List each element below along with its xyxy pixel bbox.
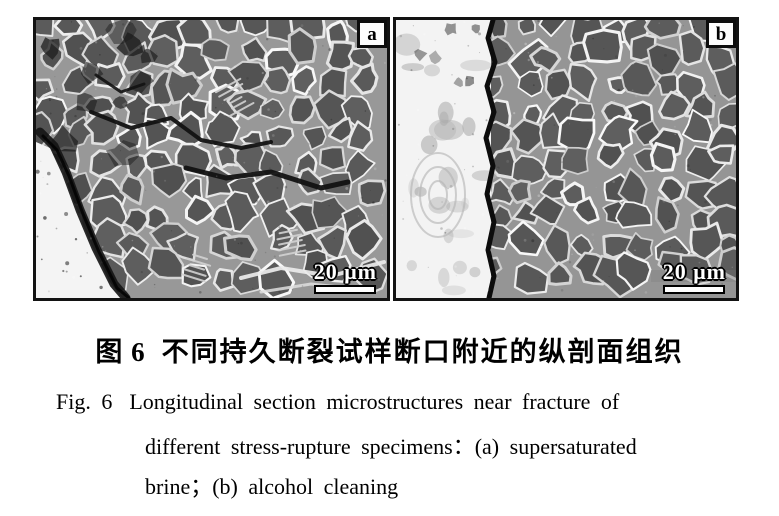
micrograph-b-image (396, 20, 736, 298)
caption-english-line-2: different stress-rupture specimens：(a) s… (145, 434, 637, 459)
caption-en-text-1: Longitudinal section microstructures nea… (129, 389, 620, 414)
micrograph-a-image (36, 20, 387, 298)
panel-b-scale-bar: 20 μm (663, 261, 726, 294)
scale-bar-line (314, 285, 377, 294)
scale-bar-text: 20 μm (313, 259, 377, 284)
figure-number-zh: 图 6 (95, 337, 146, 367)
panel-a-scale-bar: 20 μm (314, 261, 377, 294)
scale-bar-line (663, 285, 726, 294)
figure-number-en: Fig. 6 (56, 389, 113, 414)
panel-a-corner-label: a (357, 20, 387, 48)
panel-b-corner-label: b (706, 20, 736, 48)
caption-english-line-1: Fig. 6 Longitudinal section microstructur… (56, 389, 619, 415)
caption-chinese: 图 6 不同持久断裂试样断口附近的纵剖面组织 (0, 330, 779, 369)
micrograph-panel-b: b 20 μm (393, 17, 739, 301)
caption-zh-text: 不同持久断裂试样断口附近的纵剖面组织 (161, 337, 684, 367)
micrograph-panel-a: a 20 μm (33, 17, 390, 301)
caption-english-line-3: brine；(b) alcohol cleaning (145, 474, 399, 499)
scale-bar-text: 20 μm (662, 259, 726, 284)
